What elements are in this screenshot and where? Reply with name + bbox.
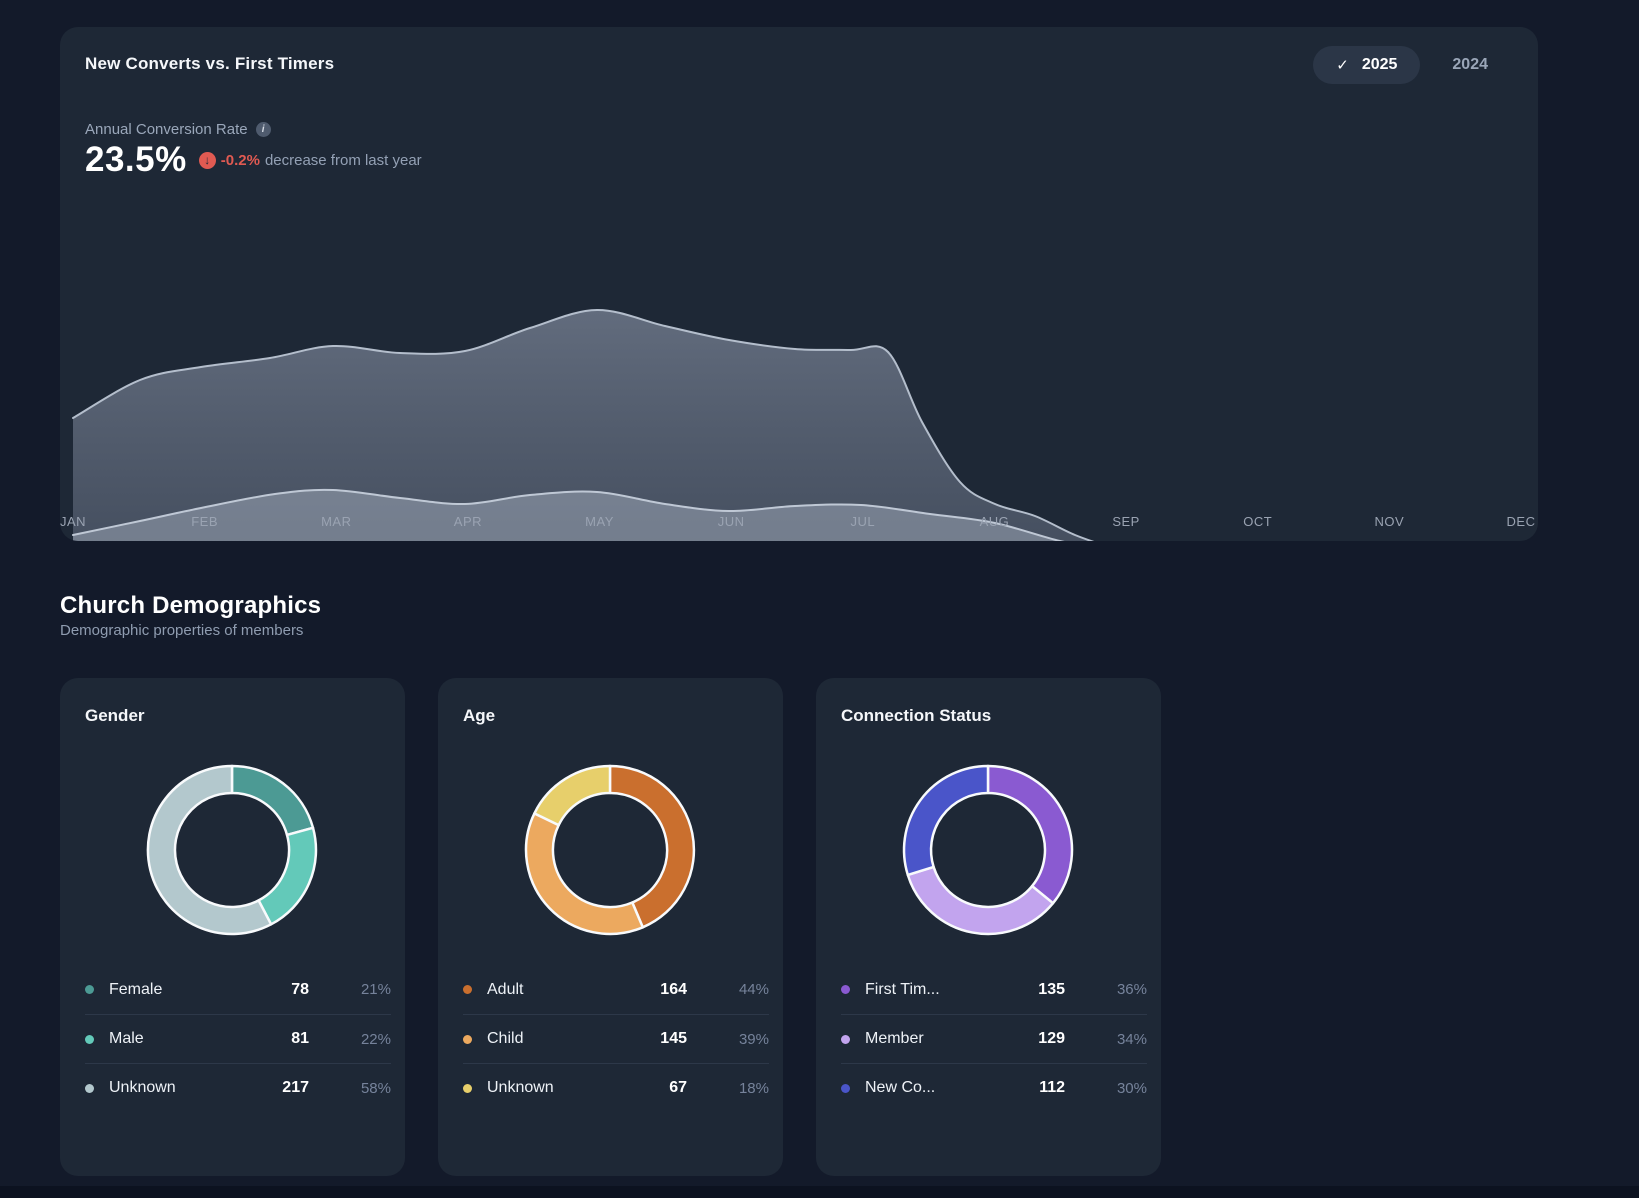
legend-value: 129 — [1038, 1030, 1065, 1047]
donut-segment-female[interactable] — [230, 764, 315, 837]
year-2025-label: 2025 — [1361, 56, 1398, 73]
legend-dot — [85, 1083, 94, 1093]
delta-description: decrease from last year — [264, 151, 422, 169]
legend-row-new-convert[interactable]: New Co... 112 30% — [841, 1063, 1147, 1112]
gender-card-title: Gender — [85, 706, 145, 725]
viewport-bottom-edge — [0, 1186, 1639, 1198]
legend-value: 81 — [291, 1030, 309, 1047]
legend-percent: 39% — [738, 1030, 769, 1048]
area-line-new-converts — [72, 308, 1095, 541]
legend-row-member[interactable]: Member 129 34% — [841, 1014, 1147, 1063]
legend-label: Male — [109, 1030, 144, 1047]
gender-card: Gender Female 78 21% Male 81 22% Unkno — [60, 678, 405, 1176]
check-icon: ✓ — [1336, 57, 1349, 74]
legend-value: 135 — [1038, 980, 1065, 998]
legend-dot — [841, 1083, 850, 1093]
conversion-card: JAN FEB MAR APR MAY JUN JUL AUG SEP OCT NOV DEC New… — [60, 27, 1538, 541]
legend-percent: 22% — [360, 1030, 391, 1048]
area-line-first-timers — [72, 488, 1065, 541]
age-card-title: Age — [463, 706, 496, 725]
legend-value: 145 — [660, 1030, 687, 1047]
legend-value: 112 — [1039, 1079, 1065, 1096]
year-2025-button[interactable]: ✓ 2025 — [1313, 46, 1421, 84]
card-title: New Converts vs. First Timers — [85, 54, 335, 73]
legend-row-unknown[interactable]: Unknown 67 18% — [463, 1063, 769, 1112]
donut-segment-member[interactable] — [906, 865, 1055, 936]
conversion-area-chart[interactable] — [60, 27, 1538, 541]
legend-label: Member — [865, 1030, 924, 1047]
donut-segment-male[interactable] — [257, 826, 318, 926]
legend-dot — [841, 1034, 850, 1044]
age-legend: Adult 164 44% Child 145 39% Unknown 67 1… — [463, 965, 769, 1112]
donut-segment-unknown[interactable] — [146, 764, 273, 936]
legend-percent: 44% — [738, 981, 769, 998]
legend-label: Adult — [487, 980, 524, 998]
age-donut-chart[interactable] — [515, 755, 705, 945]
legend-value: 67 — [669, 1079, 687, 1096]
delta-value: -0.2% — [220, 151, 260, 169]
legend-row-adult[interactable]: Adult 164 44% — [463, 965, 769, 1014]
legend-row-male[interactable]: Male 81 22% — [85, 1014, 391, 1063]
section-subtitle: Demographic properties of members — [60, 622, 304, 639]
donut-segment-unknown[interactable] — [533, 764, 612, 827]
gender-legend: Female 78 21% Male 81 22% Unknown 217 58… — [85, 965, 391, 1112]
legend-dot — [85, 985, 94, 994]
legend-label: Child — [487, 1030, 524, 1047]
donut-segment-new-co-[interactable] — [902, 764, 990, 877]
legend-value: 217 — [282, 1079, 309, 1096]
gender-donut-chart[interactable] — [137, 755, 327, 945]
legend-percent: 18% — [738, 1079, 769, 1097]
demographics-cards-row: Gender Female 78 21% Male 81 22% Unkno — [60, 678, 1161, 1176]
delta-row: ↓ -0.2% decrease from last year — [198, 151, 422, 169]
legend-row-child[interactable]: Child 145 39% — [463, 1014, 769, 1063]
legend-row-female[interactable]: Female 78 21% — [85, 965, 391, 1014]
age-card: Age Adult 164 44% Child 145 39% Unknow — [438, 678, 783, 1176]
connection-status-card-title: Connection Status — [841, 706, 992, 725]
donut-segment-adult[interactable] — [608, 764, 696, 929]
connection-status-card: Connection Status First Tim... 135 36% M… — [816, 678, 1161, 1176]
legend-label: First Tim... — [865, 980, 940, 998]
year-2024-button[interactable]: 2024 — [1452, 56, 1488, 73]
legend-dot — [841, 985, 850, 994]
donut-segment-child[interactable] — [524, 812, 645, 936]
metric-value-row: 23.5% ↓ -0.2% decrease from last year — [85, 140, 422, 180]
area-fill-first-timers — [73, 489, 1060, 541]
legend-value: 78 — [291, 980, 309, 998]
legend-percent: 34% — [1116, 1030, 1147, 1048]
legend-label: New Co... — [865, 1079, 936, 1096]
year-toggle: ✓ 2025 2024 — [1313, 46, 1488, 84]
legend-value: 164 — [660, 980, 687, 998]
legend-row-unknown[interactable]: Unknown 217 58% — [85, 1063, 391, 1112]
legend-percent: 36% — [1116, 981, 1147, 998]
legend-dot — [463, 1083, 472, 1093]
metric-label: Annual Conversion Rate — [85, 121, 248, 138]
legend-percent: 58% — [360, 1079, 391, 1097]
legend-percent: 30% — [1116, 1079, 1147, 1097]
legend-label: Female — [109, 980, 163, 998]
legend-row-first-timer[interactable]: First Tim... 135 36% — [841, 965, 1147, 1014]
arrow-down-icon: ↓ — [198, 151, 216, 169]
connection-status-legend: First Tim... 135 36% Member 129 34% New … — [841, 965, 1147, 1112]
conversion-rate-value: 23.5% — [85, 140, 187, 179]
legend-dot — [463, 1034, 472, 1044]
legend-label: Unknown — [487, 1079, 554, 1096]
info-icon[interactable]: i — [255, 122, 271, 137]
legend-label: Unknown — [109, 1079, 176, 1096]
area-fill-new-converts — [73, 309, 1092, 541]
legend-dot — [85, 1034, 94, 1044]
connection-status-donut-chart[interactable] — [893, 755, 1083, 945]
section-title: Church Demographics — [60, 592, 322, 619]
metric-label-row: Annual Conversion Rate i — [85, 121, 271, 138]
legend-dot — [463, 985, 472, 994]
donut-segment-first-tim-[interactable] — [986, 764, 1074, 905]
legend-percent: 21% — [360, 981, 391, 998]
